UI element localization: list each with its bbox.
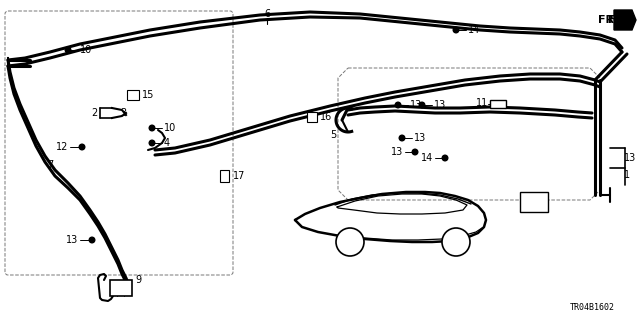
Circle shape bbox=[399, 135, 405, 141]
Text: 13: 13 bbox=[410, 100, 422, 110]
Text: 7: 7 bbox=[47, 160, 53, 170]
Circle shape bbox=[419, 102, 425, 108]
Text: 13: 13 bbox=[391, 147, 403, 157]
Bar bbox=[110, 280, 132, 296]
Text: 10: 10 bbox=[80, 45, 92, 55]
Circle shape bbox=[442, 228, 470, 256]
Circle shape bbox=[412, 149, 418, 155]
Bar bbox=[490, 100, 506, 108]
Bar bbox=[127, 90, 139, 100]
Text: 4: 4 bbox=[164, 138, 170, 148]
Text: 11: 11 bbox=[476, 98, 488, 108]
Text: 9: 9 bbox=[135, 275, 141, 285]
Text: 14: 14 bbox=[420, 153, 433, 163]
Circle shape bbox=[453, 27, 459, 33]
Circle shape bbox=[149, 140, 155, 146]
Circle shape bbox=[442, 155, 448, 161]
Text: 17: 17 bbox=[233, 171, 245, 181]
Text: 1: 1 bbox=[624, 170, 630, 180]
Text: 12: 12 bbox=[56, 142, 68, 152]
Text: 13: 13 bbox=[624, 153, 636, 163]
Text: FR.: FR. bbox=[598, 15, 618, 25]
Text: 16: 16 bbox=[320, 112, 332, 122]
Polygon shape bbox=[614, 10, 636, 30]
Bar bbox=[520, 192, 548, 212]
Text: 2: 2 bbox=[91, 108, 97, 118]
Text: 13: 13 bbox=[414, 133, 426, 143]
Text: 6: 6 bbox=[264, 9, 270, 19]
Circle shape bbox=[89, 237, 95, 243]
Bar bbox=[307, 112, 317, 122]
Text: 10: 10 bbox=[164, 123, 176, 133]
Circle shape bbox=[79, 144, 85, 150]
Text: 3: 3 bbox=[120, 108, 126, 118]
Circle shape bbox=[336, 228, 364, 256]
Text: FR.: FR. bbox=[608, 15, 627, 25]
Text: 5: 5 bbox=[330, 130, 336, 140]
Text: 13: 13 bbox=[434, 100, 446, 110]
Bar bbox=[220, 170, 229, 182]
Circle shape bbox=[149, 125, 155, 131]
Text: 13: 13 bbox=[66, 235, 78, 245]
Circle shape bbox=[65, 47, 71, 53]
Text: TR04B1602: TR04B1602 bbox=[570, 303, 615, 313]
Circle shape bbox=[396, 102, 401, 108]
Text: 15: 15 bbox=[142, 90, 154, 100]
Text: 14: 14 bbox=[468, 25, 480, 35]
